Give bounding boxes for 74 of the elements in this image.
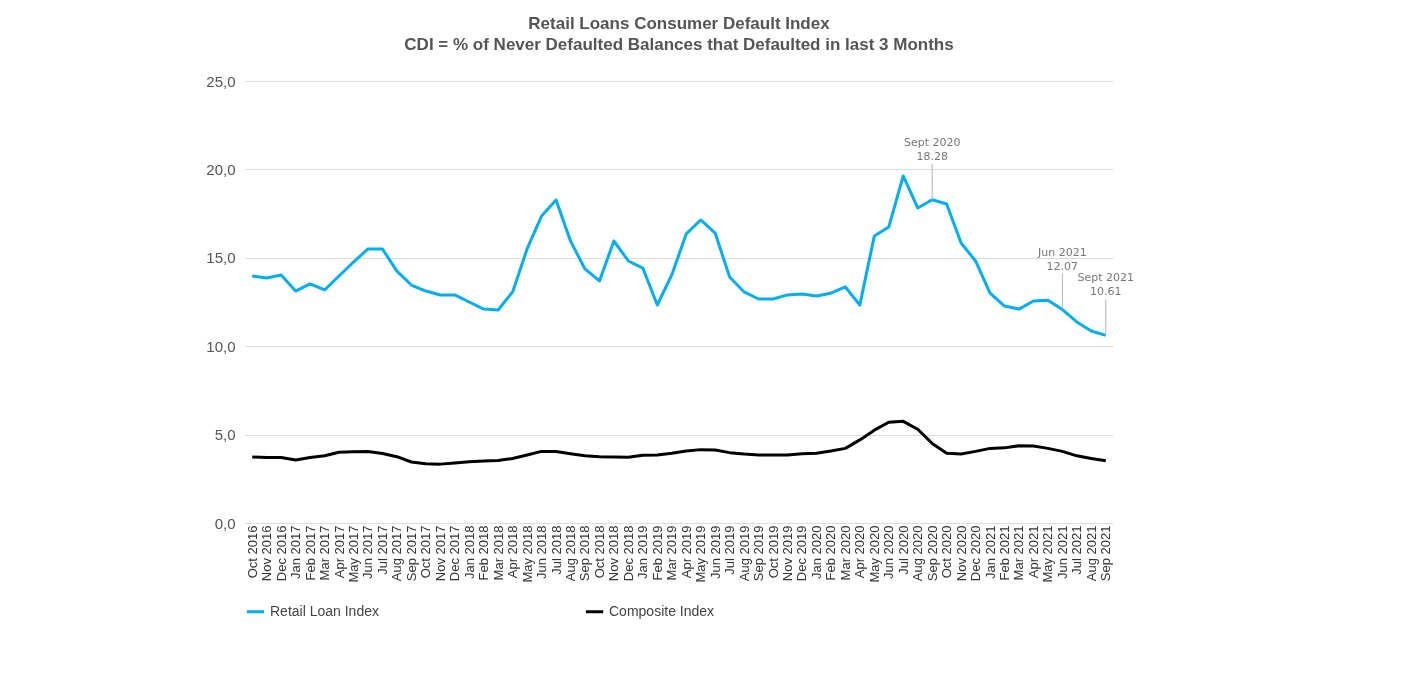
x-tick-label: Oct 2017: [418, 525, 434, 579]
x-tick-label: Nov 2016: [259, 525, 275, 582]
annotation: Sept 2020 18.28: [903, 135, 961, 163]
x-tick-label: Jan 2018: [461, 525, 477, 579]
x-tick-label: Jul 2017: [374, 525, 390, 575]
x-tick-label: Jun 2019: [707, 525, 723, 579]
x-tick-label: Apr 2017: [331, 525, 347, 579]
y-tick-label: 10,0: [206, 337, 236, 355]
y-tick-label: 25,0: [206, 72, 236, 90]
x-tick-label: Feb 2019: [649, 525, 665, 581]
x-tick-label: Nov 2018: [606, 525, 622, 582]
x-tick-label: Nov 2019: [780, 525, 795, 582]
x-tick-label: Apr 2020: [852, 525, 868, 579]
y-tick-label: 15,0: [206, 249, 236, 267]
x-tick-label: Oct 2019: [765, 525, 781, 579]
x-tick-label: Aug 2020: [910, 525, 926, 582]
x-tick-label: Aug 2019: [736, 525, 752, 582]
x-tick-label: Nov 2020: [953, 525, 969, 582]
chart-subtitle: CDI = % of Never Defaulted Balances that Defaulted in last 3 Months: [404, 35, 954, 54]
x-tick-label: Apr 2018: [505, 525, 521, 579]
x-tick-label: Dec 2017: [447, 525, 463, 582]
legend-label: Retail Loan Index: [270, 602, 379, 619]
x-tick-label: Dec 2016: [273, 525, 289, 582]
x-tick-label: Oct 2018: [591, 525, 607, 579]
x-tick-label: Jun 2021: [1054, 525, 1070, 579]
x-tick-label: Aug 2017: [389, 525, 405, 582]
x-tick-label: Oct 2016: [244, 525, 260, 579]
x-tick-label: Mar 2018: [490, 525, 506, 581]
x-tick-label: Aug 2018: [563, 525, 578, 582]
x-tick-label: May 2018: [519, 525, 535, 583]
annotation: Sept 2021 10.61: [1077, 271, 1135, 299]
x-tick-label: May 2019: [693, 525, 709, 583]
x-tick-label: Jun 2017: [360, 525, 376, 579]
line-series: [250, 419, 1108, 466]
x-tick-label: Dec 2018: [620, 525, 636, 582]
x-tick-label: Nov 2017: [432, 525, 448, 582]
x-tick-label: Sep 2020: [924, 525, 940, 582]
x-tick-label: Jul 2018: [548, 525, 564, 575]
x-tick-label: Dec 2019: [794, 525, 810, 582]
x-tick-label: May 2020: [866, 525, 882, 583]
x-tick-label: Jun 2018: [534, 525, 550, 579]
chart-title: Retail Loans Consumer Default Index: [528, 14, 831, 33]
x-tick-label: May 2017: [346, 525, 361, 583]
x-tick-label: Jul 2019: [722, 525, 738, 575]
x-tick-label: May 2021: [1040, 525, 1056, 583]
x-tick-label: Feb 2020: [823, 525, 839, 581]
y-tick-label: 0,0: [214, 514, 236, 532]
annotation: Jun 2021 12.07: [1037, 245, 1087, 273]
y-tick-label: 20,0: [206, 160, 236, 178]
x-tick-label: Jul 2021: [1069, 525, 1085, 575]
x-tick-label: Mar 2021: [1011, 525, 1027, 581]
x-tick-label: Apr 2019: [678, 525, 694, 579]
x-tick-label: Feb 2021: [997, 525, 1012, 581]
x-tick-label: Mar 2017: [317, 525, 333, 581]
x-tick-label: Jun 2020: [881, 525, 897, 579]
x-tick-label: Sep 2019: [751, 525, 767, 582]
x-tick-label: Jul 2020: [895, 525, 911, 575]
legend-label: Composite Index: [609, 602, 715, 619]
x-tick-label: Mar 2019: [664, 525, 680, 581]
x-tick-label: Jan 2020: [808, 525, 824, 579]
x-tick-label: Jan 2019: [635, 525, 651, 579]
x-tick-label: Oct 2020: [939, 525, 955, 579]
x-tick-label: Sep 2021: [1098, 525, 1114, 582]
x-tick-label: Feb 2018: [476, 525, 492, 581]
x-tick-label: Apr 2021: [1025, 525, 1041, 579]
x-tick-label: Dec 2020: [968, 525, 984, 582]
x-tick-label: Aug 2021: [1083, 525, 1099, 582]
x-tick-label: Jan 2017: [288, 525, 304, 579]
x-tick-label: Feb 2017: [302, 525, 318, 581]
x-tick-label: Jan 2021: [982, 525, 998, 579]
y-tick-label: 5,0: [214, 426, 236, 444]
x-tick-label: Mar 2020: [837, 525, 853, 581]
x-tick-label: Sep 2017: [403, 525, 419, 582]
x-tick-label: Sep 2018: [577, 525, 593, 582]
